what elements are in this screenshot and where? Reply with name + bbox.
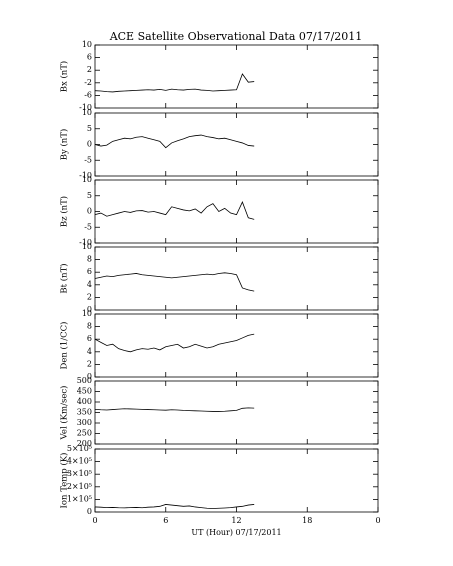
plot-frame: [94, 44, 379, 109]
y-tick-label: 0: [87, 507, 92, 516]
y-tick-label: 5×10⁵: [67, 444, 92, 453]
y-axis-label: Bt (nT): [59, 263, 70, 293]
y-tick-label: -10: [79, 171, 92, 180]
y-tick-label: -5: [84, 222, 92, 231]
y-tick-label: 6: [87, 334, 92, 343]
x-axis-label: UT (Hour) 07/17/2011: [191, 528, 281, 537]
y-tick-label: 3×10⁵: [67, 469, 92, 478]
y-tick-label: 4: [87, 280, 92, 289]
y-tick-label: 2: [87, 65, 92, 74]
y-tick-label: 10: [82, 175, 92, 184]
data-line: [94, 73, 255, 93]
y-tick-label: -5: [84, 155, 92, 164]
y-tick-label: 0: [87, 305, 92, 314]
data-line: [94, 504, 255, 509]
y-tick-label: 250: [77, 429, 92, 438]
y-tick-label: 2×10⁵: [67, 482, 92, 491]
y-tick-label: 5: [87, 191, 92, 200]
y-tick-label: -10: [79, 238, 92, 247]
y-tick-label: 4×10⁵: [67, 457, 92, 466]
y-axis-label: By (nT): [59, 129, 70, 161]
y-tick-label: 5: [87, 124, 92, 133]
y-tick-label: 8: [87, 322, 92, 331]
plot-frame: [94, 313, 379, 378]
x-tick-label: 18: [302, 516, 312, 525]
y-tick-label: 8: [87, 255, 92, 264]
y-tick-label: 6: [87, 267, 92, 276]
y-tick-label: 10: [82, 40, 92, 49]
y-tick-label: 350: [77, 408, 92, 417]
y-tick-label: 1×10⁵: [67, 494, 92, 503]
plot-frame: [94, 179, 379, 244]
y-tick-label: 0: [87, 372, 92, 381]
y-axis-label: Ion Temp (K): [59, 453, 70, 509]
plot-frame: [94, 112, 379, 177]
data-line: [94, 333, 255, 353]
plot-frame: [94, 380, 379, 445]
data-line: [94, 272, 255, 292]
plot-frame: [94, 448, 379, 513]
y-tick-label: 200: [77, 439, 92, 448]
y-tick-label: 500: [77, 376, 92, 385]
x-tick-label: 0: [375, 516, 380, 525]
y-axis-label: Bx (nT): [59, 61, 70, 93]
y-tick-label: 10: [82, 242, 92, 251]
x-tick-label: 6: [163, 516, 168, 525]
y-tick-label: 450: [77, 387, 92, 396]
x-tick-label: 12: [231, 516, 241, 525]
data-line: [94, 134, 255, 149]
y-tick-label: 2: [87, 292, 92, 301]
plot-frame: [94, 246, 379, 311]
chart-title: ACE Satellite Observational Data 07/17/2…: [109, 30, 363, 43]
y-tick-label: 4: [87, 347, 92, 356]
y-axis-label: Vel (Km/sec): [59, 386, 70, 441]
y-tick-label: -10: [79, 103, 92, 112]
data-line: [94, 407, 255, 412]
data-line: [94, 201, 255, 220]
y-tick-label: 6: [87, 53, 92, 62]
y-tick-label: 0: [87, 140, 92, 149]
y-tick-label: 2: [87, 359, 92, 368]
y-tick-label: 0: [87, 207, 92, 216]
y-tick-label: -2: [84, 78, 92, 87]
y-axis-label: Den (1/CC): [59, 322, 70, 370]
y-tick-label: 400: [77, 397, 92, 406]
y-axis-label: Bz (nT): [59, 196, 70, 227]
y-tick-label: 10: [82, 309, 92, 318]
x-tick-label: 0: [92, 516, 97, 525]
y-tick-label: 300: [77, 418, 92, 427]
y-tick-label: -6: [84, 90, 92, 99]
y-tick-label: 10: [82, 108, 92, 117]
